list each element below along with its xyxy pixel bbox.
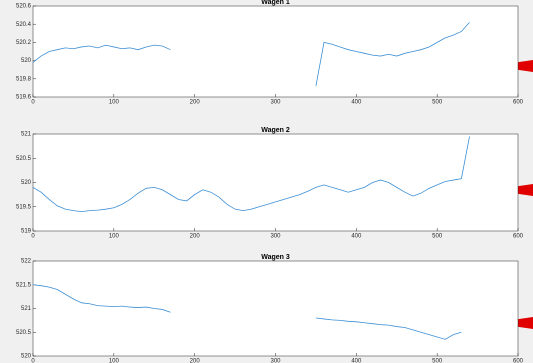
y-tick-label: 519.5 xyxy=(16,204,32,210)
data-line xyxy=(32,136,470,213)
y-tick-label: 519 xyxy=(21,229,32,235)
x-tick-label: 600 xyxy=(513,359,524,363)
chart-title: Wagen 3 xyxy=(261,254,290,261)
x-tick-label: 100 xyxy=(109,359,120,363)
plot-area xyxy=(32,133,519,232)
y-tick-label: 522 xyxy=(21,259,32,265)
data-line xyxy=(32,22,470,87)
x-tick-label: 200 xyxy=(190,100,201,106)
x-tick-label: 500 xyxy=(432,100,443,106)
y-tick-label: 519.6 xyxy=(16,95,32,101)
x-tick-label: 500 xyxy=(432,234,443,240)
x-tick-label: 400 xyxy=(351,359,362,363)
plot-area xyxy=(32,260,519,357)
x-tick-label: 0 xyxy=(31,100,35,106)
y-tick-label: 521.5 xyxy=(16,282,32,288)
x-tick-label: 300 xyxy=(270,100,281,106)
y-tick-label: 520.4 xyxy=(16,22,32,28)
y-tick-label: 521 xyxy=(21,306,32,312)
x-tick-label: 600 xyxy=(513,100,524,106)
y-tick-label: 520.5 xyxy=(16,330,32,336)
y-tick-label: 521 xyxy=(21,132,32,138)
x-tick-label: 400 xyxy=(351,234,362,240)
y-tick-label: 520.2 xyxy=(16,40,32,46)
x-tick-label: 0 xyxy=(31,359,35,363)
chart-title: Wagen 1 xyxy=(261,0,290,6)
x-tick-label: 100 xyxy=(109,234,120,240)
y-tick-label: 520 xyxy=(21,354,32,360)
y-tick-label: 520.5 xyxy=(16,156,32,162)
y-tick-label: 520 xyxy=(21,180,32,186)
plot-area xyxy=(32,5,519,98)
x-tick-label: 500 xyxy=(432,359,443,363)
x-tick-label: 200 xyxy=(190,234,201,240)
x-tick-label: 600 xyxy=(513,234,524,240)
y-tick-label: 520 xyxy=(21,58,32,64)
chart-title: Wagen 2 xyxy=(261,127,290,134)
x-tick-label: 0 xyxy=(31,234,35,240)
y-tick-label: 520.6 xyxy=(16,4,32,10)
y-tick-label: 519.8 xyxy=(16,76,32,82)
x-tick-label: 300 xyxy=(270,234,281,240)
data-line xyxy=(32,284,462,340)
x-tick-label: 400 xyxy=(351,100,362,106)
x-tick-label: 200 xyxy=(190,359,201,363)
x-tick-label: 300 xyxy=(270,359,281,363)
x-tick-label: 100 xyxy=(109,100,120,106)
